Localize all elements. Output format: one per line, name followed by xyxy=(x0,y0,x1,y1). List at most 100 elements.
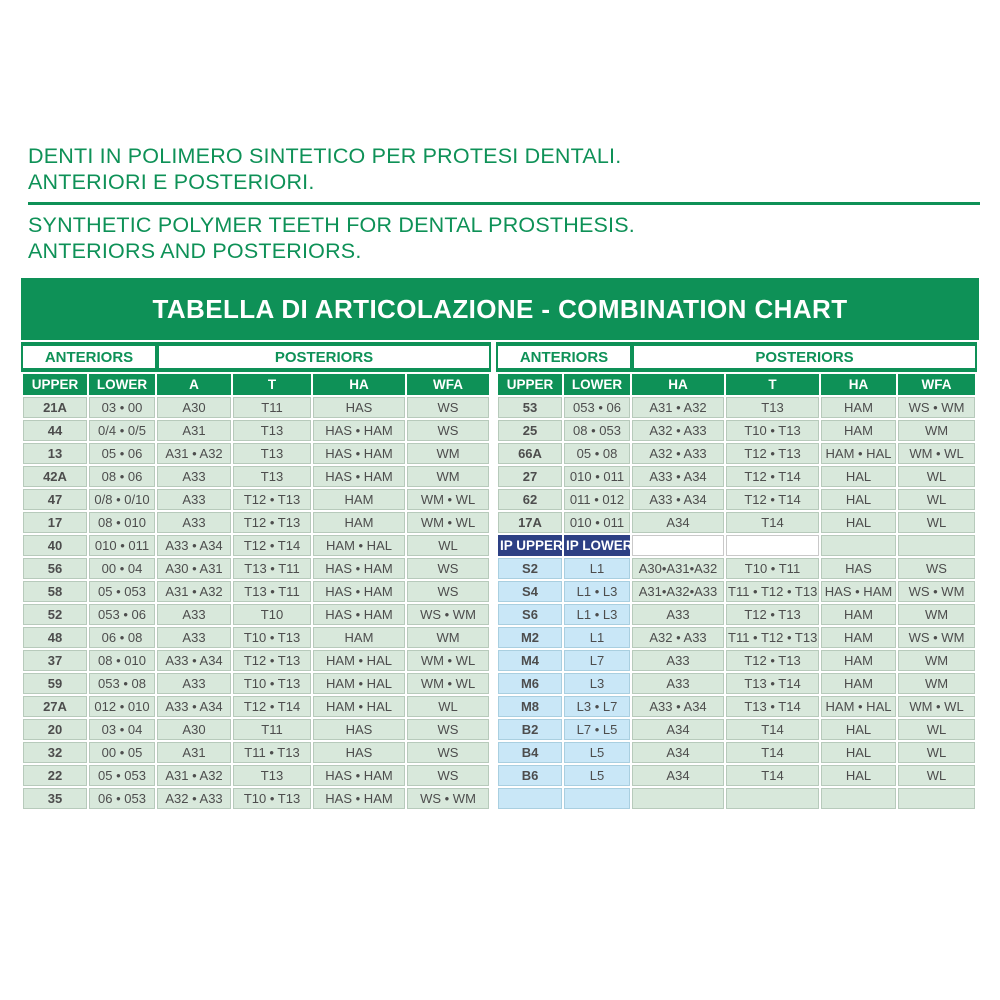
table-cell: HAM xyxy=(313,627,405,648)
table-cell: T10 • T13 xyxy=(233,673,311,694)
heading-english-line1: SYNTHETIC POLYMER TEETH FOR DENTAL PROST… xyxy=(28,213,635,237)
table-cell: A32 • A33 xyxy=(632,420,724,441)
table-cell: WS • WM xyxy=(898,397,975,418)
table-cell: HAS • HAM xyxy=(313,581,405,602)
table-cell: A33 • A34 xyxy=(157,535,231,556)
table-cell: 25 xyxy=(498,420,562,441)
column-header: LOWER xyxy=(89,374,155,395)
table-row: 59 053 • 08 A33 T10 • T13 HAM • HAL WM • WL xyxy=(23,673,489,694)
table-cell: HAM • HAL xyxy=(821,443,896,464)
table-cell: HAM • HAL xyxy=(313,673,405,694)
table-cell: 21A xyxy=(23,397,87,418)
table-row: 27 010 • 011 A33 • A34 T12 • T14 HAL WL xyxy=(498,466,975,487)
table-cell: A32 • A33 xyxy=(157,788,231,809)
table-cell: HAM • HAL xyxy=(313,535,405,556)
group-header-posteriors: POSTERIORS xyxy=(634,346,975,368)
table-cell: HAM xyxy=(821,673,896,694)
table-cell: WM xyxy=(898,420,975,441)
table-cell: WM • WL xyxy=(898,696,975,717)
table-cell: HAS • HAM xyxy=(313,558,405,579)
table-cell: HAM • HAL xyxy=(821,696,896,717)
column-header: A xyxy=(157,374,231,395)
table-cell: WS • WM xyxy=(898,581,975,602)
table-cell: WS • WM xyxy=(898,627,975,648)
table-cell: A30 xyxy=(157,397,231,418)
table-cell: M2 xyxy=(498,627,562,648)
table-cell: A33 • A34 xyxy=(632,466,724,487)
table-cell: HAS • HAM xyxy=(313,420,405,441)
column-header-row: UPPER LOWER A T HA WFA xyxy=(23,374,489,395)
table-cell: 32 xyxy=(23,742,87,763)
column-header: WFA xyxy=(407,374,489,395)
table-cell: HAM xyxy=(821,397,896,418)
table-cell: 27A xyxy=(23,696,87,717)
table-cell: A33 xyxy=(632,650,724,671)
table-cell: A34 xyxy=(632,719,724,740)
table-cell: A33 • A34 xyxy=(632,489,724,510)
table-cell: 56 xyxy=(23,558,87,579)
table-cell: S6 xyxy=(498,604,562,625)
table-cell xyxy=(821,788,896,809)
table-cell: T12 • T14 xyxy=(233,696,311,717)
table-row: M8 L3 • L7 A33 • A34 T13 • T14 HAM • HAL WM •… xyxy=(498,696,975,717)
table-row: 25 08 • 053 A32 • A33 T10 • T13 HAM WM xyxy=(498,420,975,441)
heading-english-line2: ANTERIORS AND POSTERIORS. xyxy=(28,239,362,263)
table-cell: HAS xyxy=(313,719,405,740)
table-cell: 08 • 06 xyxy=(89,466,155,487)
table-cell xyxy=(726,788,819,809)
table-cell: A30 xyxy=(157,719,231,740)
table-cell: 52 xyxy=(23,604,87,625)
table-cell: WL xyxy=(407,535,489,556)
table-cell: 053 • 08 xyxy=(89,673,155,694)
table-cell: A31 • A32 xyxy=(157,581,231,602)
table-cell xyxy=(898,535,975,556)
column-header: T xyxy=(233,374,311,395)
group-header-row: ANTERIORS POSTERIORS xyxy=(496,342,977,372)
table-cell: 44 xyxy=(23,420,87,441)
table-row: 52 053 • 06 A33 T10 HAS • HAM WS • WM xyxy=(23,604,489,625)
table-cell: T13 xyxy=(233,765,311,786)
table-cell: WL xyxy=(898,765,975,786)
table-cell: T12 • T13 xyxy=(726,650,819,671)
table-cell: 27 xyxy=(498,466,562,487)
table-cell: L5 xyxy=(564,742,630,763)
combination-table-left: ANTERIORS POSTERIORS UPPER LOWER A T HA WFA 21… xyxy=(21,342,491,811)
table-row: 17A 010 • 011 A34 T14 HAL WL xyxy=(498,512,975,533)
table-cell xyxy=(898,788,975,809)
table-row: 42A 08 • 06 A33 T13 HAS • HAM WM xyxy=(23,466,489,487)
table-cell: A34 xyxy=(632,765,724,786)
intro-headings: DENTI IN POLIMERO SINTETICO PER PROTESI … xyxy=(28,143,980,264)
table-cell: HAM xyxy=(821,420,896,441)
table-row: M6 L3 A33 T13 • T14 HAM WM xyxy=(498,673,975,694)
table-cell: 012 • 010 xyxy=(89,696,155,717)
table-cell: A33 xyxy=(632,673,724,694)
table-cell: T13 xyxy=(233,420,311,441)
table-cell: T11 • T13 xyxy=(233,742,311,763)
table-cell: B4 xyxy=(498,742,562,763)
table-cell: 05 • 053 xyxy=(89,765,155,786)
table-cell: A33 xyxy=(157,512,231,533)
table-row: 56 00 • 04 A30 • A31 T13 • T11 HAS • HAM WS xyxy=(23,558,489,579)
table-cell: A33 xyxy=(157,489,231,510)
table-cell: 42A xyxy=(23,466,87,487)
table-cell: 37 xyxy=(23,650,87,671)
table-cell: T11 xyxy=(233,719,311,740)
table-cell: HAS • HAM xyxy=(313,443,405,464)
table-cell: T11 • T12 • T13 xyxy=(726,627,819,648)
table-cell: 13 xyxy=(23,443,87,464)
table-cell: WL xyxy=(407,696,489,717)
table-cell: 20 xyxy=(23,719,87,740)
table-cell: A31 xyxy=(157,742,231,763)
table-cell xyxy=(726,535,819,556)
data-table: UPPER LOWER A T HA WFA 21A 03 • 00 A30 T11 HAS WS 44… xyxy=(21,372,491,811)
table-row: 47 0/8 • 0/10 A33 T12 • T13 HAM WM • WL xyxy=(23,489,489,510)
table-cell: WL xyxy=(898,466,975,487)
table-cell: T14 xyxy=(726,719,819,740)
table-cell: 62 xyxy=(498,489,562,510)
table-row: 35 06 • 053 A32 • A33 T10 • T13 HAS • HAM WS … xyxy=(23,788,489,809)
table-cell: A31 • A32 xyxy=(157,443,231,464)
group-header-row: ANTERIORS POSTERIORS xyxy=(21,342,491,372)
table-cell: 08 • 053 xyxy=(564,420,630,441)
table-cell: T13 xyxy=(233,443,311,464)
table-cell: WM xyxy=(407,443,489,464)
